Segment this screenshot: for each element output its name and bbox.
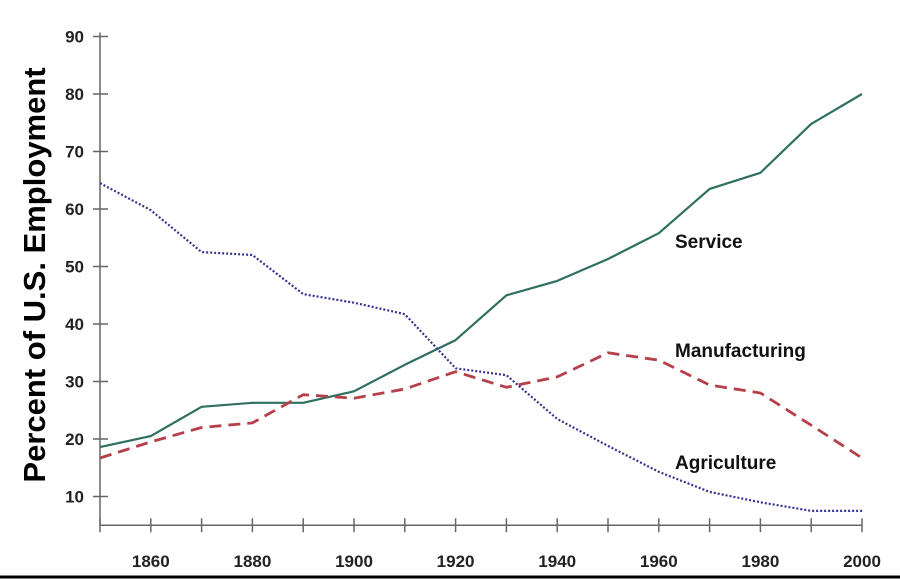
x-tick-label: 1940 <box>538 552 576 571</box>
x-tick-label: 1860 <box>132 552 170 571</box>
series-line-manufacturing <box>99 351 863 460</box>
y-tick-label: 80 <box>65 85 84 104</box>
y-tick-label: 60 <box>65 200 84 219</box>
y-tick-label: 70 <box>65 143 84 162</box>
series-label-agriculture: Agriculture <box>675 453 776 474</box>
x-tick-label: 1980 <box>741 552 779 571</box>
y-tick-label: 10 <box>65 488 84 507</box>
y-tick-label: 30 <box>65 373 84 392</box>
y-tick-label: 40 <box>65 315 84 334</box>
x-tick-label: 1880 <box>233 552 271 571</box>
x-tick-label: 1900 <box>335 552 373 571</box>
y-tick-label: 50 <box>65 258 84 277</box>
y-tick-label: 20 <box>65 430 84 449</box>
y-tick-label: 90 <box>65 28 84 47</box>
series-label-manufacturing: Manufacturing <box>675 341 806 362</box>
x-tick-label: 1960 <box>640 552 678 571</box>
y-axis-label: Percent of U.S. Employment <box>17 67 52 482</box>
series-line-agriculture <box>99 182 862 512</box>
series-line-service <box>99 93 863 449</box>
series-label-service: Service <box>675 232 743 253</box>
x-tick-label: 1920 <box>437 552 475 571</box>
x-tick-label: 2000 <box>843 552 881 571</box>
